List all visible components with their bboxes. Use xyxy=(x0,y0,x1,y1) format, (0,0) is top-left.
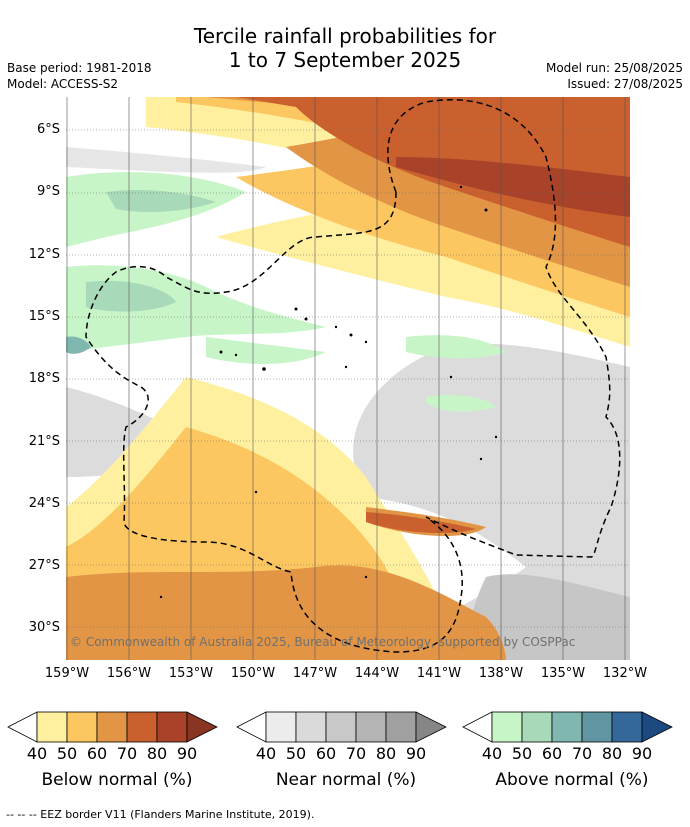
longitude-label: 150°W xyxy=(230,666,276,681)
legend-swatch xyxy=(325,711,357,743)
legend-tick-label: 50 xyxy=(285,744,307,763)
legend-near-normal: 40 50 60 70 80 90 Near normal (%) xyxy=(236,710,451,790)
legend-colorbar-below xyxy=(7,711,218,743)
legend-swatch xyxy=(156,711,188,743)
issued-date: Issued: 27/08/2025 xyxy=(567,77,683,91)
legend-tick-label: 80 xyxy=(375,744,397,763)
above-normal-area xyxy=(206,337,326,364)
legend-tick-label: 60 xyxy=(315,744,337,763)
legend-tick-label: 40 xyxy=(481,744,503,763)
longitude-label: 135°W xyxy=(540,666,586,681)
latitude-label: 24°S xyxy=(28,495,60,511)
latitude-label: 9°S xyxy=(36,184,60,200)
map-title: Tercile rainfall probabilities for 1 to … xyxy=(0,24,690,72)
legend-swatch xyxy=(551,711,583,743)
grid-lines-vertical xyxy=(66,97,626,660)
eez-border xyxy=(85,99,621,653)
near-normal-area xyxy=(466,574,630,660)
model-name: Model: ACCESS-S2 xyxy=(7,77,119,91)
legend-tick-label: 60 xyxy=(86,744,108,763)
legend-tick-label: 90 xyxy=(405,744,427,763)
below-normal-area xyxy=(66,565,506,660)
above-normal-area xyxy=(426,395,496,412)
legend-caption-below: Below normal (%) xyxy=(41,770,193,790)
legend-swatch xyxy=(36,711,68,743)
legend-tick-label: 70 xyxy=(345,744,367,763)
longitude-label: 141°W xyxy=(416,666,462,681)
legend-below-normal: 40 50 60 70 80 90 Below normal (%) xyxy=(7,710,222,790)
legend-extend-high xyxy=(641,711,673,743)
above-normal-area xyxy=(106,190,216,213)
legend-tick-label: 50 xyxy=(56,744,78,763)
legend-tick-label: 40 xyxy=(255,744,277,763)
legend-tick-label: 60 xyxy=(541,744,563,763)
eez-border-french-polynesia xyxy=(85,99,621,653)
legend-extend-high xyxy=(415,711,447,743)
legend-colorbar-near xyxy=(236,711,447,743)
title-line-2: 1 to 7 September 2025 xyxy=(228,48,462,72)
legend-caption-above: Above normal (%) xyxy=(495,770,649,790)
legend-swatch xyxy=(66,711,98,743)
above-normal-area xyxy=(66,336,91,354)
longitude-label: 147°W xyxy=(292,666,338,681)
legend-tick-label: 90 xyxy=(176,744,198,763)
copyright-note: © Commonwealth of Australia 2025, Bureau… xyxy=(70,635,576,649)
legend-tick-label: 80 xyxy=(601,744,623,763)
legend-above-normal: 40 50 60 70 80 90 Above normal (%) xyxy=(462,710,677,790)
legend-swatch xyxy=(126,711,158,743)
legend-swatch xyxy=(96,711,128,743)
longitude-label: 132°W xyxy=(602,666,648,681)
below-normal-area xyxy=(396,157,630,217)
legend-swatch xyxy=(265,711,297,743)
legend-colorbar-above xyxy=(462,711,673,743)
latitude-label: 15°S xyxy=(28,308,60,324)
base-period: Base period: 1981-2018 xyxy=(7,61,152,75)
legend-tick-label: 40 xyxy=(26,744,48,763)
legend-extend-low xyxy=(7,711,38,743)
longitude-label: 138°W xyxy=(478,666,524,681)
legend-swatch xyxy=(295,711,327,743)
longitude-label: 144°W xyxy=(354,666,400,681)
latitude-label: 12°S xyxy=(28,246,60,262)
below-normal-area xyxy=(366,512,476,533)
latitude-label: 21°S xyxy=(28,433,60,449)
legend-swatch xyxy=(491,711,523,743)
legend-caption-near: Near normal (%) xyxy=(275,770,417,790)
title-line-1: Tercile rainfall probabilities for xyxy=(193,24,497,48)
longitude-label: 156°W xyxy=(106,666,152,681)
legend-extend-high xyxy=(186,711,218,743)
legend-swatch xyxy=(521,711,553,743)
probability-map: © Commonwealth of Australia 2025, Bureau… xyxy=(66,97,630,660)
legend-swatch xyxy=(581,711,613,743)
above-normal-area xyxy=(86,280,176,312)
latitude-label: 6°S xyxy=(36,122,60,137)
meta-left: Base period: 1981-2018 Model: ACCESS-S2 xyxy=(7,60,152,92)
grid-lines xyxy=(66,129,630,628)
legend-extend-low xyxy=(462,711,493,743)
map-canvas xyxy=(66,97,630,660)
legend-tick-label: 70 xyxy=(571,744,593,763)
latitude-label: 18°S xyxy=(28,371,60,387)
legend-tick-label: 50 xyxy=(511,744,533,763)
legend-tick-label: 90 xyxy=(631,744,653,763)
model-run: Model run: 25/08/2025 xyxy=(545,61,683,75)
above-normal-area xyxy=(406,335,506,359)
legend-swatch xyxy=(355,711,387,743)
eez-footer-note: -- -- -- EEZ border V11 (Flanders Marine… xyxy=(6,808,315,821)
longitude-label: 159°W xyxy=(44,666,90,681)
latitude-label: 30°S xyxy=(28,620,60,636)
latitude-label: 27°S xyxy=(28,558,60,574)
legend-extend-low xyxy=(236,711,267,743)
legend-swatch xyxy=(385,711,417,743)
legend-swatch xyxy=(611,711,643,743)
islands xyxy=(159,185,498,599)
meta-right: Model run: 25/08/2025 Issued: 27/08/2025 xyxy=(546,60,683,92)
near-normal-area xyxy=(66,147,266,173)
legend-tick-label: 80 xyxy=(146,744,168,763)
longitude-label: 153°W xyxy=(168,666,214,681)
legend-tick-label: 70 xyxy=(116,744,138,763)
